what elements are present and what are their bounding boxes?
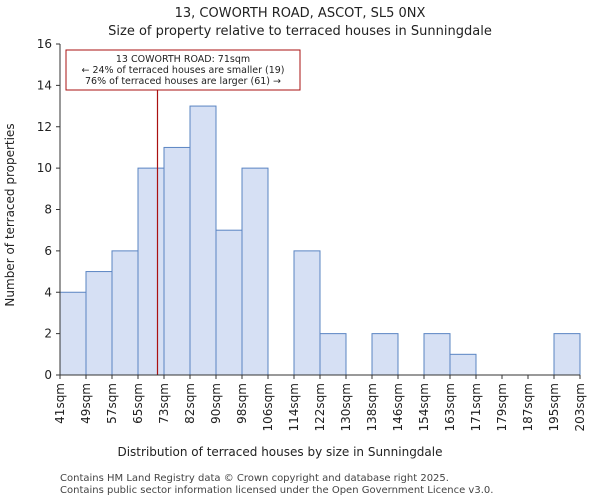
y-tick-label: 6 xyxy=(44,244,52,258)
x-tick-label-154sqm: 154sqm xyxy=(417,383,431,431)
x-tick-label-179sqm: 179sqm xyxy=(495,383,509,431)
annotation-line-2: ← 24% of terraced houses are smaller (19… xyxy=(81,65,284,76)
x-tick-label-138sqm: 138sqm xyxy=(365,383,379,431)
y-tick-label: 0 xyxy=(44,368,52,382)
chart-subtitle: Size of property relative to terraced ho… xyxy=(108,24,492,39)
bar-163sqm xyxy=(449,353,477,376)
bar-65sqm xyxy=(137,167,165,376)
bar-49sqm xyxy=(85,271,113,376)
y-axis-label: Number of terraced properties xyxy=(3,123,17,306)
bar-98sqm xyxy=(241,167,269,376)
x-tick-label-82sqm: 82sqm xyxy=(183,383,197,424)
x-tick-label-73sqm: 73sqm xyxy=(157,383,171,424)
bar-114sqm xyxy=(293,250,321,376)
x-tick-label-90sqm: 90sqm xyxy=(209,383,223,424)
x-tick-label-41sqm: 41sqm xyxy=(53,383,67,424)
bar-41sqm xyxy=(59,291,87,376)
bar-57sqm xyxy=(111,250,139,376)
footer-line-2: Contains public sector information licen… xyxy=(60,485,494,496)
x-tick-label-163sqm: 163sqm xyxy=(443,383,457,431)
x-tick-label-171sqm: 171sqm xyxy=(469,383,483,431)
y-tick-label: 12 xyxy=(37,120,52,134)
y-tick-label: 10 xyxy=(37,161,52,175)
x-tick-label-106sqm: 106sqm xyxy=(261,383,275,431)
bar-154sqm xyxy=(423,333,451,376)
x-tick-label-49sqm: 49sqm xyxy=(79,383,93,424)
annotation-line-1: 13 COWORTH ROAD: 71sqm xyxy=(116,54,250,65)
footer-line-1: Contains HM Land Registry data © Crown c… xyxy=(60,473,449,484)
annotation-box xyxy=(65,49,301,91)
x-tick-label-65sqm: 65sqm xyxy=(131,383,145,424)
bar-73sqm xyxy=(163,146,191,376)
y-tick-label: 16 xyxy=(37,37,52,51)
bar-82sqm xyxy=(189,105,217,376)
bar-90sqm xyxy=(215,229,243,376)
bar-138sqm xyxy=(371,333,399,376)
x-tick-label-98sqm: 98sqm xyxy=(235,383,249,424)
x-tick-label-187sqm: 187sqm xyxy=(521,383,535,431)
x-tick-label-57sqm: 57sqm xyxy=(105,383,119,424)
x-tick-label-146sqm: 146sqm xyxy=(391,383,405,431)
annotation-line-3: 76% of terraced houses are larger (61) → xyxy=(85,76,281,87)
x-tick-label-114sqm: 114sqm xyxy=(287,383,301,431)
bar-122sqm xyxy=(319,333,347,376)
x-tick-label-122sqm: 122sqm xyxy=(313,383,327,431)
x-tick-label-130sqm: 130sqm xyxy=(339,383,353,431)
bar-195sqm xyxy=(553,333,581,376)
y-tick-label: 2 xyxy=(44,327,52,341)
y-tick-label: 4 xyxy=(44,285,52,299)
x-tick-label-203sqm: 203sqm xyxy=(573,383,587,431)
chart-title: 13, COWORTH ROAD, ASCOT, SL5 0NX xyxy=(174,6,426,21)
x-axis-label: Distribution of terraced houses by size … xyxy=(117,445,442,459)
y-tick-label: 8 xyxy=(44,203,52,217)
y-tick-label: 14 xyxy=(37,78,52,92)
x-tick-label-195sqm: 195sqm xyxy=(547,383,561,431)
